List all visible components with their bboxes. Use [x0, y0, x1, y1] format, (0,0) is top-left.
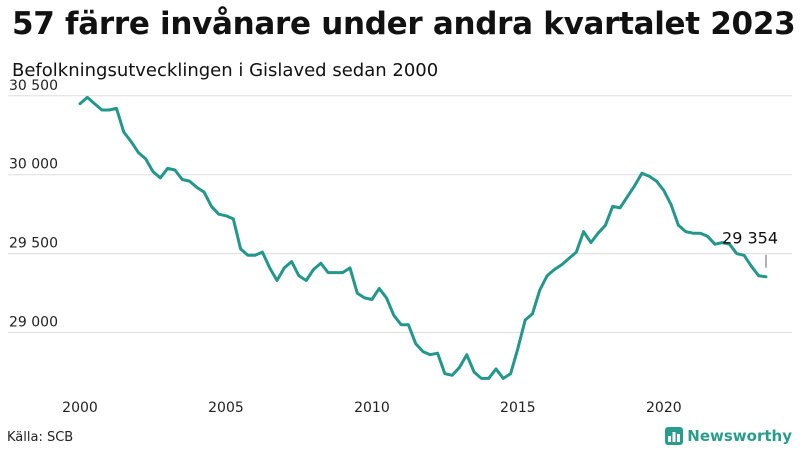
- x-axis-ticks: 2000 2005 2010 2015 2020: [62, 400, 681, 416]
- source-note: Källa: SCB: [7, 430, 74, 445]
- series-line-group: [78, 95, 768, 380]
- brand-name: Newsworthy: [687, 427, 792, 445]
- grid-lines: [8, 95, 792, 334]
- brand-logo: Newsworthy: [665, 427, 792, 445]
- y-tick-label: 29 000: [9, 315, 58, 331]
- chart-title: 57 färre invånare under andra kvartalet …: [12, 6, 796, 42]
- annotation-group: 29 354: [722, 229, 778, 268]
- series-line: [78, 95, 768, 380]
- x-tick-label: 2010: [354, 400, 390, 416]
- y-tick-label: 30 000: [9, 157, 58, 173]
- annotation-label: 29 354: [722, 229, 778, 248]
- y-tick-label: 30 500: [9, 78, 58, 94]
- x-tick-label: 2015: [500, 400, 536, 416]
- y-axis-ticks: 29 000 29 500 30 000 30 500: [9, 78, 58, 331]
- bar-chart-logo-icon: [665, 427, 684, 445]
- y-tick-label: 29 500: [9, 236, 58, 252]
- x-tick-label: 2000: [62, 400, 98, 416]
- x-tick-label: 2005: [208, 400, 244, 416]
- x-tick-label: 2020: [646, 400, 682, 416]
- chart-subtitle: Befolkningsutvecklingen i Gislaved sedan…: [12, 60, 439, 81]
